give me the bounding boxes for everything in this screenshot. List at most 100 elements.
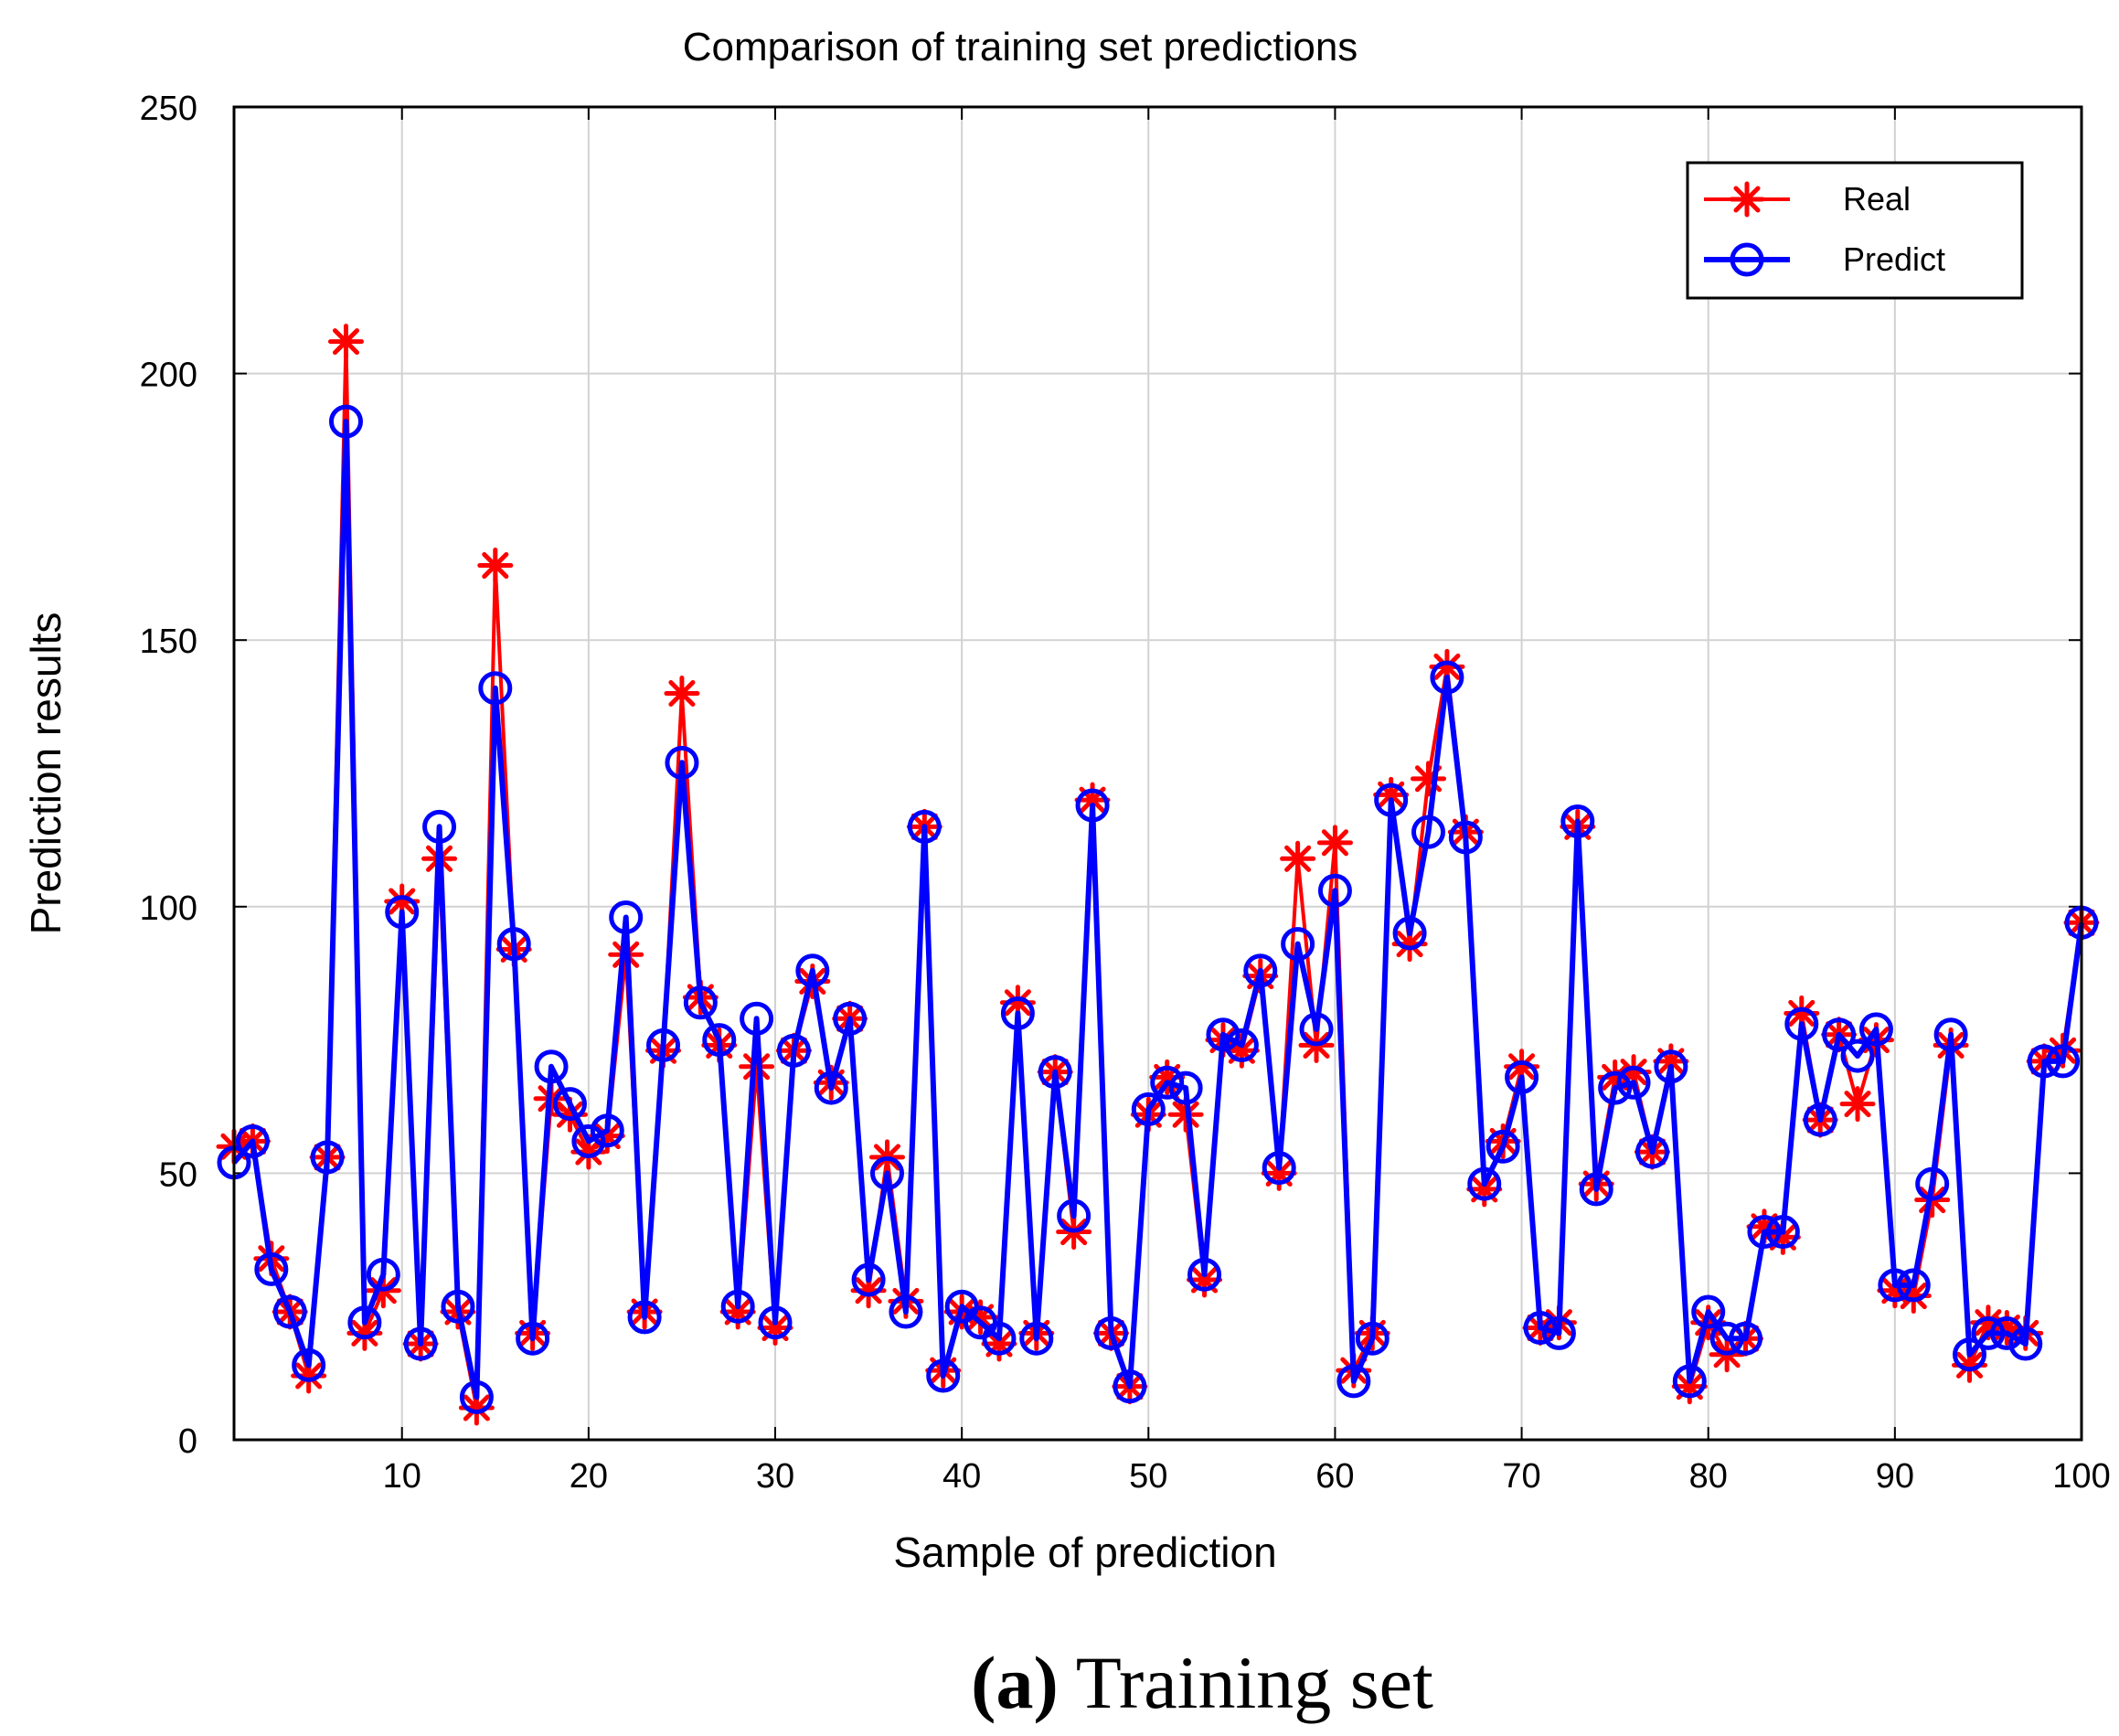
data-point-predict xyxy=(1430,660,1464,695)
data-point-predict xyxy=(702,1023,737,1058)
data-point-predict xyxy=(272,1294,307,1329)
y-tick-label: 50 xyxy=(159,1156,197,1194)
x-tick-label: 40 xyxy=(942,1457,981,1496)
data-point-predict xyxy=(1113,1369,1147,1404)
y-tick-label: 200 xyxy=(140,357,197,395)
data-point-predict xyxy=(1299,1012,1334,1047)
asterisk-stroke xyxy=(1955,1351,1984,1379)
data-point-predict xyxy=(1971,1315,2006,1350)
data-point-predict xyxy=(235,1124,270,1158)
data-point-predict xyxy=(907,809,942,844)
data-point-predict xyxy=(1150,1065,1185,1100)
data-point-predict xyxy=(609,900,644,934)
asterisk-stroke xyxy=(556,1101,583,1128)
data-point-predict xyxy=(1374,783,1409,817)
legend-marker xyxy=(1729,181,1765,218)
y-axis-label: Prediction results xyxy=(22,612,69,935)
data-point-predict xyxy=(1019,1321,1054,1356)
x-tick-label: 100 xyxy=(2052,1457,2110,1496)
caption-label: (a) xyxy=(971,1641,1059,1724)
caption-text: Training set xyxy=(1059,1641,1433,1724)
y-tick-label: 150 xyxy=(140,623,197,661)
data-point-predict xyxy=(1729,1321,1763,1356)
data-point-predict xyxy=(1765,1215,1800,1250)
data-point-predict xyxy=(1000,996,1035,1030)
data-point-predict xyxy=(1784,1006,1819,1041)
asterisk-stroke xyxy=(1433,653,1461,680)
x-tick-label: 60 xyxy=(1315,1457,1354,1496)
data-point-predict xyxy=(1803,1102,1837,1137)
data-point-real xyxy=(327,324,364,360)
data-point-real xyxy=(477,548,514,584)
data-point-predict xyxy=(1093,1315,1128,1350)
x-tick-label: 10 xyxy=(383,1457,421,1496)
data-point-real xyxy=(1839,1086,1876,1123)
x-tick-label: 80 xyxy=(1689,1457,1728,1496)
asterisk-stroke xyxy=(1284,845,1312,872)
data-point-predict xyxy=(1485,1129,1520,1164)
asterisk-stroke xyxy=(1321,829,1348,857)
data-point-predict xyxy=(1131,1092,1166,1126)
data-point-predict xyxy=(833,1001,868,1036)
data-point-predict xyxy=(2027,1044,2061,1079)
x-axis-label: Sample of prediction xyxy=(893,1528,1276,1576)
data-point-predict xyxy=(720,1289,755,1324)
data-point-predict xyxy=(590,1113,624,1148)
asterisk-stroke xyxy=(463,1394,490,1422)
data-point-predict xyxy=(1206,1017,1241,1052)
data-point-predict xyxy=(385,895,420,930)
data-point-predict xyxy=(740,1001,774,1036)
series-layer xyxy=(216,324,2100,1426)
data-point-predict xyxy=(1616,1065,1651,1100)
axes: 10 20 30 40 50 60 70 80 90 100 0 50 100 150 200 250 xyxy=(140,90,2111,1496)
data-point-predict xyxy=(534,1049,569,1084)
data-point-predict xyxy=(926,1358,961,1393)
data-point-predict xyxy=(1840,1038,1875,1073)
legend: Real Predict xyxy=(1686,161,2024,300)
data-point-predict xyxy=(347,1305,382,1340)
data-point-predict xyxy=(869,1156,904,1190)
data-point-predict xyxy=(1448,820,1483,855)
data-point-predict xyxy=(1467,1166,1502,1201)
data-point-predict xyxy=(665,745,699,780)
y-tick-label: 0 xyxy=(178,1422,197,1461)
data-point-predict xyxy=(1411,815,1446,849)
figure-caption: (a) Training set xyxy=(971,1641,1433,1724)
data-point-predict xyxy=(776,1033,811,1068)
data-point-predict xyxy=(1953,1337,1987,1372)
data-point-predict xyxy=(1654,1049,1688,1084)
x-tick-label: 20 xyxy=(570,1457,608,1496)
x-tick-label: 30 xyxy=(756,1457,794,1496)
data-point-predict xyxy=(403,1326,438,1361)
data-point-predict xyxy=(1858,1012,1893,1047)
data-point-predict xyxy=(1057,1198,1091,1233)
data-point-predict xyxy=(1317,873,1352,908)
x-tick-label: 50 xyxy=(1129,1457,1167,1496)
data-point-predict xyxy=(1691,1294,1726,1329)
data-point-predict xyxy=(422,809,457,844)
data-point-predict xyxy=(1523,1311,1558,1346)
data-point-predict xyxy=(292,1347,326,1382)
data-point-predict xyxy=(1598,1070,1633,1105)
x-tick-label: 70 xyxy=(1502,1457,1540,1496)
legend-entry-real: Real xyxy=(1704,180,1911,218)
data-point-predict xyxy=(1822,1017,1857,1052)
data-point-predict xyxy=(2046,1044,2081,1079)
data-point-predict xyxy=(1560,804,1595,838)
data-point-predict xyxy=(1672,1364,1707,1399)
data-point-real xyxy=(1411,761,1447,797)
asterisk-stroke xyxy=(855,1277,882,1305)
data-point-predict xyxy=(1224,1028,1259,1062)
data-point-predict xyxy=(1038,1055,1072,1090)
asterisk-stroke xyxy=(295,1362,323,1390)
data-point-predict xyxy=(851,1262,886,1297)
data-point-real xyxy=(739,1049,775,1085)
asterisk-stroke xyxy=(1900,1283,1927,1310)
y-tick-label: 250 xyxy=(140,90,197,128)
data-point-predict xyxy=(571,1124,606,1158)
data-point-predict xyxy=(1541,1315,1576,1350)
legend-marker xyxy=(1730,242,1764,277)
data-point-predict xyxy=(814,1070,848,1105)
chart-title: Comparison of training set predictions xyxy=(683,25,1358,69)
